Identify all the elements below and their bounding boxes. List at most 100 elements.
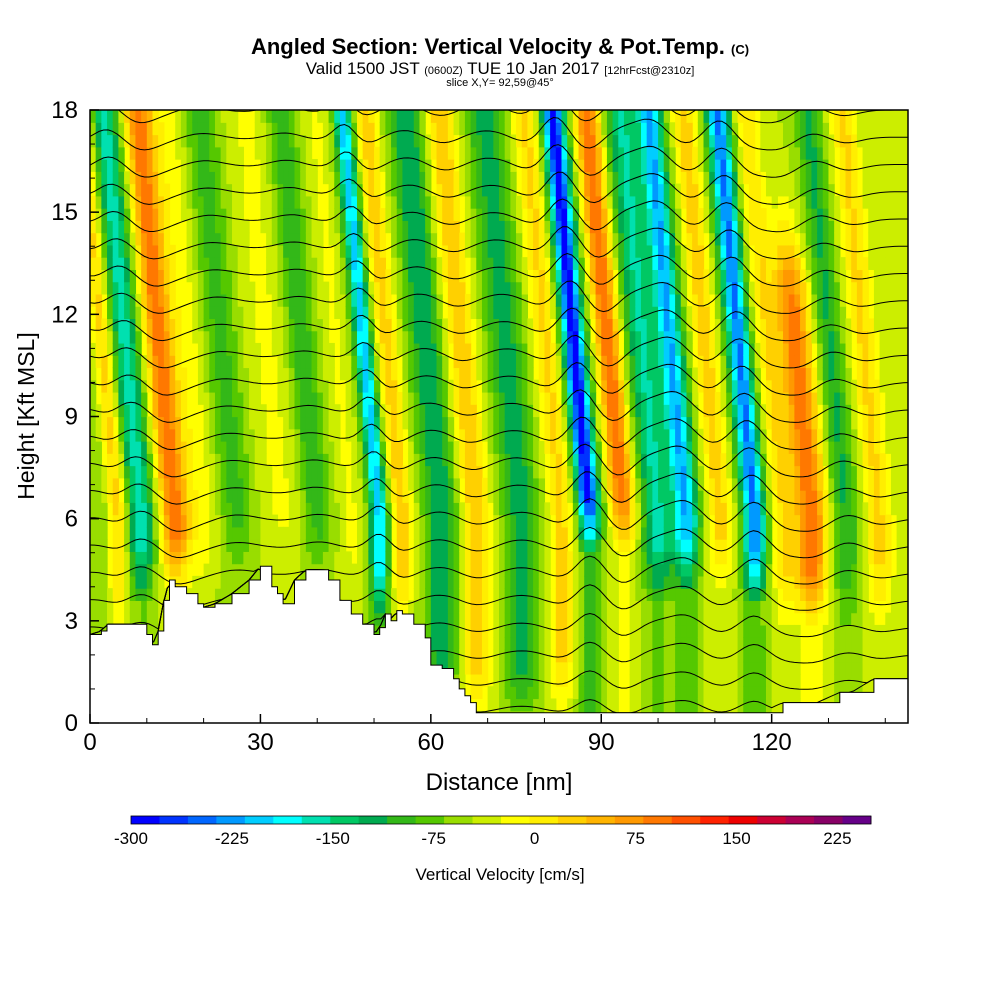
velocity-cell [396, 159, 404, 172]
velocity-cell [220, 428, 227, 442]
velocity-cell [169, 379, 176, 393]
velocity-cell [129, 563, 137, 577]
velocity-cell [277, 257, 284, 270]
velocity-cell [226, 146, 233, 160]
velocity-cell [504, 159, 511, 172]
velocity-cell [703, 673, 710, 687]
velocity-cell [379, 441, 386, 454]
velocity-cell [481, 110, 489, 111]
velocity-cell [334, 563, 341, 577]
velocity-cell [374, 281, 381, 295]
velocity-cell [629, 416, 636, 430]
velocity-cell [538, 244, 546, 258]
velocity-cell [692, 404, 699, 418]
velocity-cell [294, 122, 301, 136]
velocity-cell [658, 293, 665, 307]
velocity-cell [305, 269, 313, 283]
velocity-cell [425, 208, 432, 221]
velocity-cell [499, 110, 506, 111]
velocity-cell [447, 637, 455, 651]
velocity-cell [413, 600, 421, 614]
velocity-cell [192, 122, 199, 136]
velocity-cell [595, 146, 602, 160]
velocity-cell [118, 330, 125, 344]
velocity-cell [391, 600, 398, 614]
velocity-cell [675, 612, 682, 626]
velocity-cell [601, 698, 608, 712]
velocity-cell [686, 649, 693, 663]
velocity-cell [663, 490, 671, 503]
velocity-cell [459, 183, 466, 197]
velocity-cell [419, 563, 426, 577]
velocity-cell [243, 465, 250, 479]
velocity-cell [584, 391, 591, 405]
velocity-cell [646, 637, 653, 651]
velocity-cell [146, 342, 154, 356]
velocity-cell [425, 526, 432, 540]
velocity-cell [124, 551, 131, 565]
velocity-cell [686, 134, 693, 148]
velocity-cell [487, 441, 494, 454]
velocity-cell [555, 306, 563, 320]
velocity-cell [226, 563, 233, 577]
velocity-cell [623, 477, 631, 491]
velocity-cell [232, 330, 239, 344]
velocity-cell [385, 159, 392, 172]
velocity-cell [493, 698, 500, 712]
velocity-cell [146, 477, 154, 491]
velocity-cell [163, 306, 171, 320]
velocity-cell [169, 502, 176, 516]
velocity-cell [408, 171, 415, 185]
velocity-cell [186, 514, 193, 528]
velocity-cell [544, 514, 551, 528]
velocity-cell [663, 477, 671, 491]
velocity-cell [311, 355, 318, 369]
velocity-cell [555, 612, 563, 626]
velocity-cell [294, 195, 301, 209]
velocity-cell [146, 355, 154, 369]
velocity-cell [601, 575, 608, 589]
velocity-cell [249, 404, 256, 418]
velocity-cell [288, 502, 296, 516]
velocity-cell [328, 146, 335, 160]
velocity-cell [345, 563, 352, 577]
velocity-cell [209, 404, 216, 418]
velocity-cell [641, 502, 648, 516]
velocity-cell [243, 318, 250, 332]
velocity-cell [521, 526, 528, 540]
velocity-cell [453, 220, 460, 234]
velocity-cell [317, 428, 324, 442]
velocity-cell [686, 122, 693, 136]
velocity-cell [214, 379, 222, 393]
velocity-cell [135, 208, 142, 221]
velocity-cell [107, 183, 114, 197]
velocity-cell [481, 490, 489, 503]
velocity-cell [192, 110, 199, 123]
velocity-cell [595, 122, 602, 136]
velocity-cell [425, 330, 432, 344]
velocity-cell [550, 342, 557, 356]
velocity-cell [629, 661, 636, 675]
velocity-cell [169, 367, 176, 381]
velocity-cell [544, 686, 551, 700]
velocity-cell [527, 122, 534, 136]
velocity-cell [697, 330, 705, 344]
velocity-cell [521, 306, 528, 320]
velocity-cell [442, 416, 449, 430]
velocity-cell [95, 122, 102, 136]
velocity-cell [516, 624, 523, 638]
velocity-cell [521, 355, 528, 369]
velocity-cell [226, 453, 233, 467]
velocity-cell [487, 269, 494, 283]
velocity-cell [703, 110, 710, 111]
velocity-cell [646, 379, 653, 393]
velocity-cell [413, 159, 421, 172]
velocity-cell [317, 269, 324, 283]
velocity-cell [328, 342, 335, 356]
velocity-cell [180, 134, 188, 148]
velocity-cell [436, 269, 443, 283]
velocity-cell [317, 379, 324, 393]
velocity-cell [459, 465, 466, 479]
velocity-cell [402, 477, 409, 491]
velocity-cell [703, 342, 710, 356]
